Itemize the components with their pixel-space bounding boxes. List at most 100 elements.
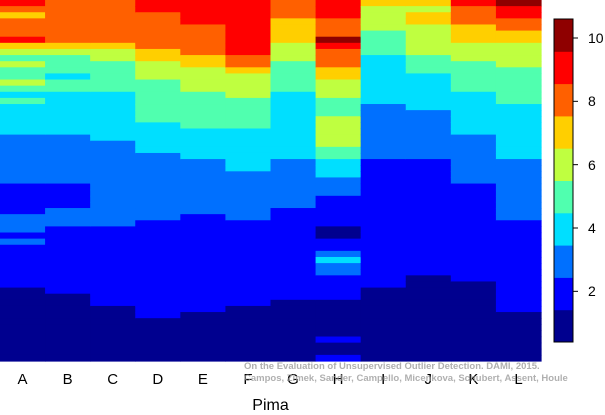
heatmap-cell	[270, 183, 317, 191]
heatmap-cell	[90, 48, 136, 56]
heatmap-cell	[270, 281, 317, 289]
heatmap-cell	[180, 152, 227, 160]
heatmap-cell	[90, 324, 136, 332]
heatmap-cell	[315, 97, 362, 105]
heatmap-cell	[315, 348, 362, 356]
heatmap-cell	[495, 116, 542, 123]
heatmap-cell	[495, 287, 542, 295]
heatmap-cell	[495, 61, 542, 68]
heatmap-cell	[315, 214, 362, 221]
heatmap-cell	[315, 189, 362, 197]
heatmap-cell	[180, 324, 227, 332]
heatmap-cell	[90, 263, 136, 270]
heatmap-cell	[180, 85, 227, 93]
heatmap-cell	[270, 12, 317, 19]
heatmap-cell	[495, 201, 542, 209]
heatmap-cell	[450, 348, 497, 356]
heatmap-cell	[315, 159, 362, 166]
heatmap-cell	[0, 134, 46, 142]
heatmap-cell	[405, 146, 452, 154]
x-tick-label: G	[287, 371, 299, 388]
heatmap-cell	[360, 61, 407, 68]
heatmap-cell	[45, 6, 91, 13]
heatmap-cell	[180, 275, 227, 283]
heatmap-cell	[90, 238, 136, 246]
heatmap-cell	[360, 299, 407, 307]
heatmap-cell	[45, 67, 91, 75]
heatmap-cell	[495, 177, 542, 185]
heatmap-cell	[135, 152, 181, 160]
heatmap-cell	[180, 281, 227, 289]
heatmap-cell	[495, 226, 542, 234]
heatmap-cell	[450, 36, 497, 44]
heatmap-cell	[315, 208, 362, 215]
heatmap-cell	[270, 244, 317, 252]
heatmap-cell	[90, 281, 136, 289]
heatmap-cell	[180, 232, 227, 240]
heatmap-cell	[225, 24, 272, 32]
heatmap-cell	[0, 55, 46, 62]
heatmap-cell	[495, 220, 542, 227]
heatmap-cell	[450, 336, 497, 344]
heatmap-cell	[180, 79, 227, 87]
heatmap-cell	[180, 348, 227, 356]
heatmap-cell	[45, 171, 91, 179]
heatmap-cell	[90, 299, 136, 307]
colorbar-segment	[554, 180, 573, 214]
colorbar-segment	[554, 19, 573, 52]
heatmap-cell	[135, 134, 181, 142]
heatmap-cell	[45, 12, 91, 19]
heatmap-cell	[360, 348, 407, 356]
heatmap-cell	[405, 354, 452, 362]
heatmap-cell	[0, 287, 46, 295]
heatmap-cell	[405, 318, 452, 325]
heatmap-cell	[90, 159, 136, 166]
heatmap-cell	[0, 85, 46, 93]
heatmap-cell	[225, 171, 272, 179]
heatmap-cell	[315, 85, 362, 93]
colorbar-segment	[554, 148, 573, 181]
heatmap-cell	[180, 220, 227, 227]
heatmap-cell	[405, 244, 452, 252]
heatmap-cell	[495, 146, 542, 154]
heatmap-cell	[90, 110, 136, 117]
heatmap-cell	[90, 171, 136, 179]
heatmap-cell	[225, 48, 272, 56]
heatmap-cell	[270, 201, 317, 209]
heatmap-cell	[90, 232, 136, 240]
colorbar-ticks	[573, 37, 578, 292]
heatmap-cell	[450, 324, 497, 332]
heatmap-cell	[450, 299, 497, 307]
heatmap-cell	[405, 134, 452, 142]
heatmap-cell	[495, 208, 542, 215]
heatmap-cell	[135, 201, 181, 209]
heatmap-cell	[495, 336, 542, 344]
heatmap-cell	[225, 324, 272, 332]
heatmap-cell	[360, 244, 407, 252]
heatmap-cell	[405, 183, 452, 191]
heatmap-cell	[225, 220, 272, 227]
heatmap-cell	[450, 30, 497, 38]
heatmap-cell	[0, 330, 46, 338]
heatmap-cell	[135, 36, 181, 44]
heatmap-cell	[180, 214, 227, 221]
heatmap-cell	[405, 18, 452, 26]
heatmap-cell	[315, 165, 362, 172]
heatmap-cell	[0, 238, 46, 246]
heatmap-cell	[45, 238, 91, 246]
heatmap-cell	[450, 208, 497, 215]
heatmap-cell	[90, 220, 136, 227]
heatmap-cell	[450, 226, 497, 234]
heatmap-cell	[0, 177, 46, 185]
heatmap-cell	[315, 0, 362, 7]
heatmap-cell	[315, 183, 362, 191]
heatmap-cell	[90, 85, 136, 93]
heatmap-cell	[135, 226, 181, 234]
heatmap-cell	[135, 177, 181, 185]
heatmap-cell	[360, 85, 407, 93]
heatmap-cell	[315, 324, 362, 332]
heatmap-cell	[90, 275, 136, 283]
heatmap-cell	[405, 116, 452, 123]
heatmap-cell	[135, 214, 181, 221]
